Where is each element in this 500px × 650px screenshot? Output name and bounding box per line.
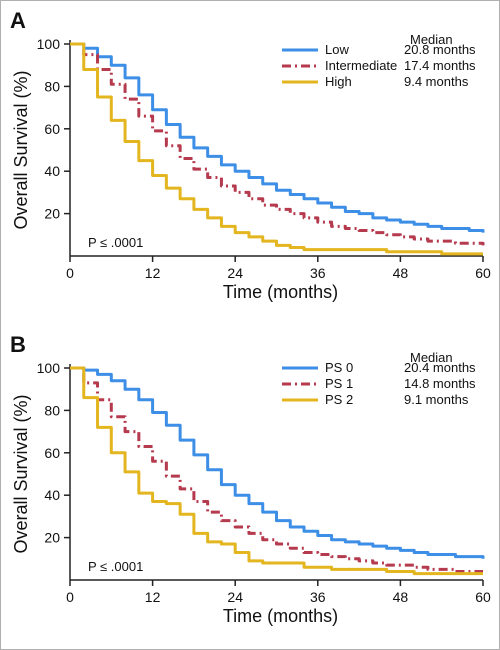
legend-label: PS 2 [325,392,353,407]
y-tick-label: 80 [44,402,60,418]
y-axis-label: Overall Survival (%) [11,70,31,229]
y-tick-label: 20 [44,530,60,546]
y-tick-label: 100 [37,36,61,52]
legend-header: Median [410,32,453,47]
series-line-low [70,42,485,233]
x-tick-label: 0 [66,265,74,281]
x-tick-label: 0 [66,589,74,605]
x-tick-label: 48 [393,265,409,281]
panel-label: A [10,8,26,33]
y-tick-label: 100 [37,360,61,376]
legend-label: Low [325,42,349,57]
p-value-annotation: P ≤ .0001 [88,235,143,250]
x-axis-label: Time (months) [223,606,338,626]
y-tick-label: 20 [44,206,60,222]
legend-median: 9.4 months [404,74,469,89]
x-tick-label: 48 [393,589,409,605]
y-axis-label: Overall Survival (%) [11,394,31,553]
x-tick-label: 60 [475,265,491,281]
x-tick-label: 36 [310,589,326,605]
series-line-ps-1 [70,366,483,574]
series-line-intermediate [70,42,485,246]
x-tick-label: 12 [145,265,161,281]
p-value-annotation: P ≤ .0001 [88,559,143,574]
legend-label: PS 1 [325,376,353,391]
panel-b: B 20 40 60 80 100 0 12 24 36 48 60 Time (months) Over… [10,332,491,626]
legend-median: 9.1 months [404,392,469,407]
y-tick-label: 60 [44,121,60,137]
y-tick-label: 60 [44,445,60,461]
legend-label: Intermediate [325,58,397,73]
y-tick-label: 40 [44,487,60,503]
legend-header: Median [410,350,453,365]
x-tick-label: 24 [227,265,243,281]
legend-median: 20.8 months [404,42,476,57]
series-line-ps-2 [70,366,483,576]
panel-a: A 20 40 60 80 100 0 12 24 36 48 60 Time (months) Over… [10,8,491,302]
legend-median: 14.8 months [404,376,476,391]
x-axis-label: Time (months) [223,282,338,302]
legend-label: PS 0 [325,360,353,375]
x-tick-label: 60 [475,589,491,605]
y-tick-label: 80 [44,78,60,94]
x-tick-label: 12 [145,589,161,605]
legend-label: High [325,74,352,89]
legend-median: 20.4 months [404,360,476,375]
x-tick-label: 24 [227,589,243,605]
legend-median: 17.4 months [404,58,476,73]
y-tick-label: 40 [44,163,60,179]
series-line-ps-0 [70,366,485,559]
series-line-high [70,42,483,256]
x-tick-label: 36 [310,265,326,281]
panel-label: B [10,332,26,357]
